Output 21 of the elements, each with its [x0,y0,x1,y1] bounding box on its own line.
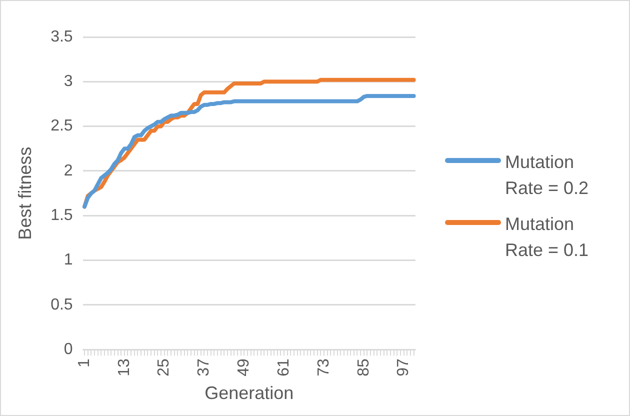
x-tick-label: 1 [76,358,93,368]
y-axis-title: Best fitness [14,146,35,240]
y-tick-label: 2.5 [50,118,73,135]
x-tick-label: 61 [275,358,292,376]
x-tick-label: 37 [196,358,213,376]
y-tick-label: 1 [64,252,73,269]
y-tick-label: 0.5 [50,296,73,314]
y-tick-label: 0 [64,341,73,358]
x-tick-label: 85 [355,358,372,376]
x-axis-title: Generation [204,383,294,404]
x-tick-label: 13 [116,358,133,376]
y-tick-label: 2 [64,162,73,180]
x-tick-label: 73 [315,358,332,376]
legend-label: Mutation Rate = 0.1 [505,213,590,262]
y-tick-label: 3 [64,73,73,90]
y-tick-label: 3.5 [50,28,73,46]
x-tick-label: 25 [156,358,173,376]
legend-label: Mutation Rate = 0.2 [505,151,590,200]
x-tick-label: 49 [236,358,253,376]
y-tick-label: 1.5 [50,207,73,224]
x-tick-label: 97 [395,358,412,376]
